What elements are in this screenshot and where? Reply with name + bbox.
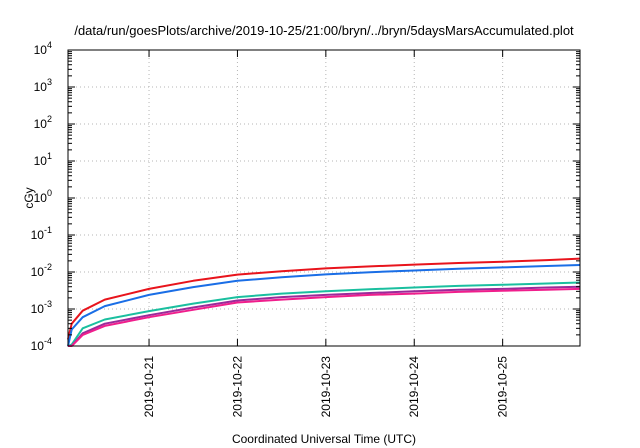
y-tick-label: 10-1 (31, 225, 52, 242)
x-tick-label: 2019-10-25 (496, 356, 510, 418)
series-line-2 (67, 264, 581, 347)
x-axis-label: Coordinated Universal Time (UTC) (232, 432, 416, 446)
y-axis-label: cGy (22, 187, 36, 208)
y-tick-label: 10-4 (31, 336, 52, 353)
y-tick-label: 102 (34, 114, 52, 131)
series-layer (67, 257, 581, 347)
x-tick-label: 2019-10-23 (319, 356, 333, 418)
chart-title: /data/run/goesPlots/archive/2019-10-25/2… (74, 23, 574, 38)
y-tick-label: 101 (34, 151, 52, 168)
y-tick-label: 100 (34, 188, 52, 205)
series-line-4 (68, 285, 581, 347)
grid (68, 50, 580, 346)
series-line-1 (67, 257, 581, 340)
x-tick-label: 2019-10-21 (142, 356, 156, 418)
y-tick-label: 10-3 (31, 299, 52, 316)
x-tick-label: 2019-10-24 (407, 356, 421, 418)
x-tick-label: 2019-10-22 (230, 356, 244, 418)
y-tick-label: 10-2 (31, 262, 52, 279)
ticks: 10-4 10-3 10-2 10-1 100 101 102 103 104 2019-10-2… (31, 40, 580, 417)
y-tick-label: 104 (34, 40, 52, 57)
series-line-3 (67, 281, 581, 347)
y-tick-label: 103 (34, 77, 52, 94)
series-line-5 (68, 287, 581, 347)
